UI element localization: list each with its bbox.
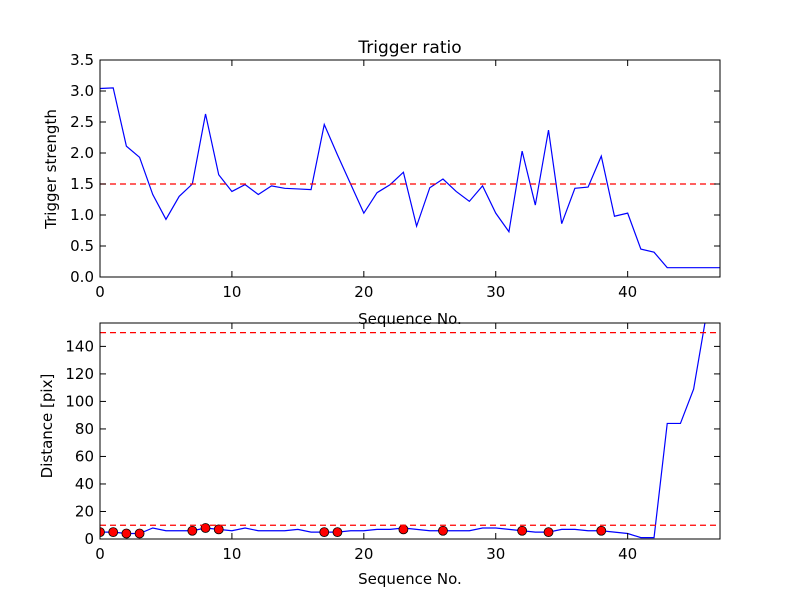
bottom-series-1-point (187, 525, 198, 536)
bottom-xtick-label: 20 (354, 545, 373, 563)
bottom-ytick-label: 0 (84, 530, 94, 548)
top-title: Trigger ratio (357, 38, 461, 58)
bottom-xlabel: Sequence No. (358, 570, 462, 588)
top-xtick-label: 10 (222, 283, 241, 301)
bottom-ticks: 0 10 20 30 40 0 20 40 60 80 100 120 140 (65, 323, 720, 563)
top-axes-frame (99, 59, 721, 278)
top-xtick-label: 30 (486, 283, 505, 301)
top-ytick-label: 0.5 (70, 237, 94, 255)
top-ytick-label: 3.5 (70, 51, 94, 69)
bottom-axes-frame (99, 322, 721, 540)
top-ytick-label: 3.0 (70, 82, 94, 100)
bottom-ytick-label: 100 (65, 392, 94, 410)
top-xlabel: Sequence No. (358, 310, 462, 328)
top-xtick-label: 40 (618, 283, 637, 301)
top-ytick-label: 2.5 (70, 113, 94, 131)
bottom-series-1-point (438, 525, 448, 536)
top-plot-marks (100, 87, 720, 269)
top-ticks: 0 10 20 30 40 0.0 0.5 1.0 1.5 2.0 2.5 3.0 3.5 (70, 51, 720, 301)
top-series-0-line (100, 87, 720, 269)
bottom-series-1-point (596, 525, 607, 536)
bottom-ylabel: Distance [pix] (38, 374, 56, 479)
top-ytick-label: 1.0 (70, 206, 94, 224)
bottom-series-1-point (108, 527, 119, 538)
bottom-xtick-label: 40 (618, 545, 637, 563)
bottom-ytick-label: 20 (75, 502, 94, 520)
bottom-ytick-label: 60 (75, 447, 94, 465)
bottom-ytick-label: 140 (65, 337, 94, 355)
bottom-ytick-label: 120 (65, 365, 94, 383)
bottom-ytick-label: 40 (75, 475, 94, 493)
bottom-series-1-point (332, 527, 343, 538)
top-ylabel: Trigger strength (42, 109, 60, 230)
bottom-xtick-label: 0 (95, 545, 105, 563)
top-xtick-label: 0 (95, 283, 105, 301)
bottom-series-1-point (134, 528, 145, 539)
bottom-ytick-label: 80 (75, 420, 94, 438)
bottom-plot-area (100, 323, 720, 539)
bottom-series-1-point (543, 527, 554, 538)
bottom-xtick-label: 10 (222, 545, 241, 563)
top-ytick-label: 1.5 (70, 175, 94, 193)
bottom-series-1-point (517, 525, 528, 536)
bottom-series-1-point (213, 524, 224, 535)
bottom-panel: 0 10 20 30 40 0 20 40 60 80 100 120 140 Sequence No.… (38, 322, 721, 588)
bottom-series-1-point (100, 527, 105, 538)
bottom-series-1-point (121, 528, 132, 539)
top-plot-area (100, 87, 720, 269)
top-ytick-label: 0.0 (70, 268, 94, 286)
bottom-series-1-point (319, 527, 330, 538)
bottom-xtick-label: 30 (486, 545, 505, 563)
top-xtick-label: 20 (354, 283, 373, 301)
bottom-series-1-point (398, 524, 409, 535)
top-ytick-label: 2.0 (70, 144, 94, 162)
bottom-plot-marks (100, 323, 720, 539)
